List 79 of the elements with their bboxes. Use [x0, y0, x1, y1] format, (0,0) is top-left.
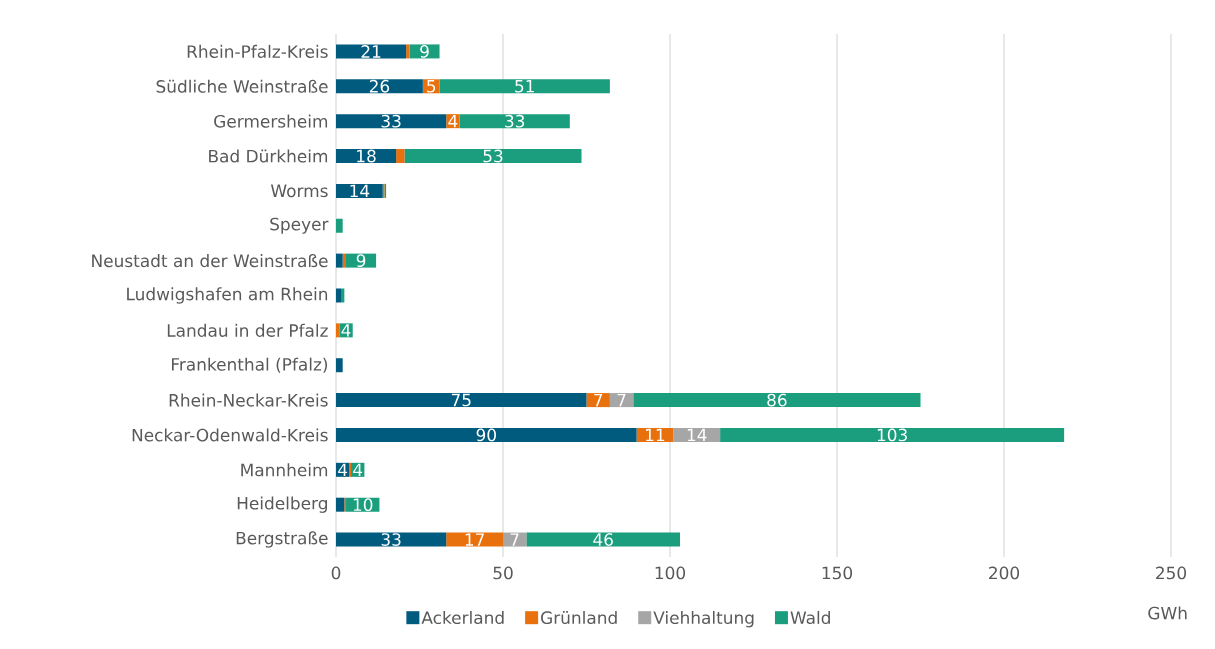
y-tick-label: Germersheim — [214, 114, 328, 128]
data-label: 4 — [338, 463, 348, 476]
bar — [586, 393, 610, 408]
y-tick-label: Ludwigshafen am Rhein — [127, 287, 328, 304]
data-label: 7 — [594, 393, 603, 407]
x-tick-label: 100 — [655, 566, 686, 580]
bar — [609, 393, 634, 408]
bar — [673, 427, 721, 442]
bar — [439, 79, 610, 94]
y-tick-label: Bad Dürkheim — [209, 149, 328, 163]
data-label: 10 — [353, 498, 373, 512]
data-label: 11 — [646, 428, 665, 442]
data-label: 9 — [420, 45, 429, 58]
bar — [404, 149, 582, 164]
legend-label: Wald — [790, 611, 830, 625]
legend-label: Grünland — [541, 611, 617, 625]
bar — [336, 497, 345, 512]
bar — [336, 149, 397, 164]
x-tick-label: 0 — [331, 566, 341, 580]
data-label: 5 — [427, 79, 436, 93]
bar — [336, 218, 343, 233]
bar — [446, 532, 504, 547]
data-label: 103 — [877, 428, 907, 442]
bar — [336, 44, 407, 59]
bar — [336, 288, 342, 303]
y-tick-label: Südliche Weinstraße — [156, 79, 328, 93]
data-label: 21 — [361, 45, 381, 58]
bar — [459, 114, 570, 129]
x-tick-label: 250 — [1156, 566, 1187, 580]
data-label: 9 — [356, 254, 366, 268]
y-tick-label: Landau in der Pfalz — [167, 323, 328, 337]
bar — [633, 393, 921, 408]
y-tick-label: Worms — [270, 184, 328, 198]
x-tick-label: 150 — [822, 566, 853, 580]
bar — [720, 427, 1065, 442]
bar — [336, 427, 637, 442]
legend-label: Ackerland — [421, 611, 504, 625]
data-label: 7 — [617, 393, 626, 407]
data-label: 14 — [687, 428, 707, 442]
bar — [336, 183, 383, 198]
bar — [409, 44, 440, 59]
data-label: 4 — [353, 463, 363, 476]
data-label: 86 — [767, 393, 787, 407]
data-label: 90 — [476, 428, 496, 442]
y-tick-label: Neustadt an der Weinstraße — [92, 254, 328, 268]
bar — [396, 149, 405, 164]
data-label: 46 — [593, 533, 613, 546]
bar — [336, 79, 423, 94]
y-tick-label: Mannheim — [241, 463, 328, 477]
bar — [336, 393, 587, 408]
bar — [336, 532, 447, 547]
data-label: 53 — [483, 149, 503, 163]
y-tick-label: Rhein-Pfalz-Kreis — [187, 44, 328, 58]
data-label: 26 — [369, 79, 390, 93]
y-tick-label: Heidelberg — [237, 496, 327, 513]
x-tick-label: 200 — [989, 566, 1020, 580]
x-tick-label: 50 — [493, 566, 513, 580]
y-tick-label: Bergstraße — [236, 531, 328, 548]
data-label: 33 — [505, 114, 525, 128]
data-label: 14 — [350, 184, 370, 198]
x-axis-title: GWh — [1148, 606, 1187, 620]
data-label: 17 — [465, 533, 484, 546]
y-tick-label: Frankenthal (Pfalz) — [171, 357, 328, 373]
data-label: 7 — [510, 533, 519, 546]
bar — [336, 114, 447, 129]
data-label: 18 — [357, 149, 376, 163]
data-label: 33 — [381, 533, 401, 546]
data-label: 51 — [515, 79, 534, 93]
bar — [336, 358, 343, 373]
data-label: 4 — [448, 114, 458, 128]
data-label: 4 — [341, 324, 351, 337]
bar — [336, 253, 343, 268]
bar — [526, 532, 681, 547]
data-label: 33 — [381, 114, 401, 128]
legend-label: Viehhaltung — [653, 611, 754, 628]
data-label: 75 — [451, 393, 471, 407]
y-tick-label: Speyer — [270, 217, 329, 234]
y-tick-label: Rhein-Neckar-Kreis — [169, 393, 328, 407]
y-tick-label: Neckar-Odenwald-Kreis — [132, 428, 328, 442]
